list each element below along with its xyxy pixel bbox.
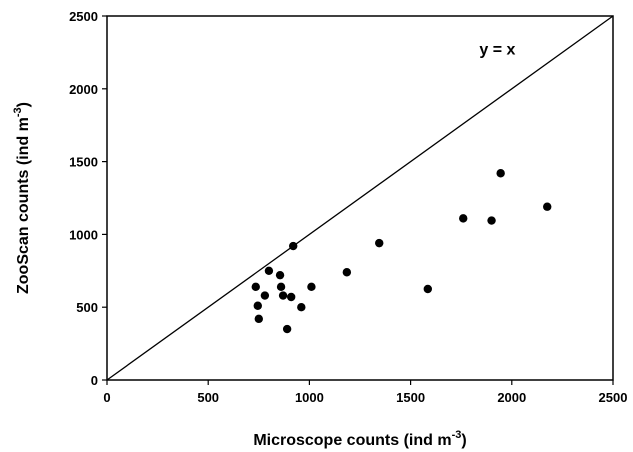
data-point — [289, 241, 298, 251]
x-tick-label: 500 — [197, 390, 219, 405]
plot-frame — [106, 15, 614, 381]
x-axis-title-text: Microscope counts (ind m — [253, 432, 451, 449]
data-point — [254, 314, 263, 324]
y-tick-label: 1500 — [69, 155, 98, 170]
data-point — [264, 266, 274, 275]
data-point — [253, 301, 262, 310]
y-tick-label: 500 — [76, 300, 98, 315]
data-point — [286, 292, 296, 302]
x-tick-label: 2500 — [599, 390, 628, 405]
plot-border — [106, 15, 614, 381]
data-point — [275, 270, 285, 280]
y-axis-title-superscript: -3 — [12, 107, 24, 117]
data-point — [496, 169, 505, 178]
data-point — [543, 202, 552, 211]
data-point — [423, 284, 433, 294]
y-axis-title: ZooScan counts (ind m-3) — [12, 102, 32, 294]
y-axis-title-close: ) — [15, 102, 32, 107]
x-tick-label: 2000 — [497, 390, 526, 405]
data-point — [459, 214, 468, 223]
data-point — [342, 268, 352, 277]
data-point — [251, 282, 260, 292]
y-tick-label: 2500 — [69, 9, 98, 24]
data-point — [276, 282, 286, 292]
x-tick-label: 1000 — [295, 390, 324, 405]
reference-line-group — [106, 15, 614, 381]
y-tick-label: 2000 — [69, 82, 98, 97]
data-point — [375, 238, 384, 248]
data-point — [278, 291, 288, 300]
data-point — [297, 303, 306, 312]
y-axis-title-text: ZooScan counts (ind m — [15, 117, 32, 294]
x-axis-title-superscript: -3 — [452, 429, 462, 441]
reference-line-label: y = x — [479, 42, 515, 59]
data-points — [251, 169, 552, 334]
data-point — [260, 291, 270, 300]
data-point — [307, 282, 316, 292]
axis-ticks: 0 500 1000 1500 2000 2500 0 500 1000 1500 2000 2500 — [69, 9, 627, 405]
x-axis-title-close: ) — [461, 432, 466, 449]
reference-line — [106, 15, 614, 381]
data-point — [487, 216, 496, 225]
x-tick-label: 0 — [103, 390, 110, 405]
x-axis-title: Microscope counts (ind m-3) — [253, 429, 466, 449]
y-tick-label: 1000 — [69, 227, 98, 242]
data-point — [282, 324, 292, 334]
y-tick-label: 0 — [91, 373, 98, 388]
x-tick-label: 1500 — [396, 390, 425, 405]
